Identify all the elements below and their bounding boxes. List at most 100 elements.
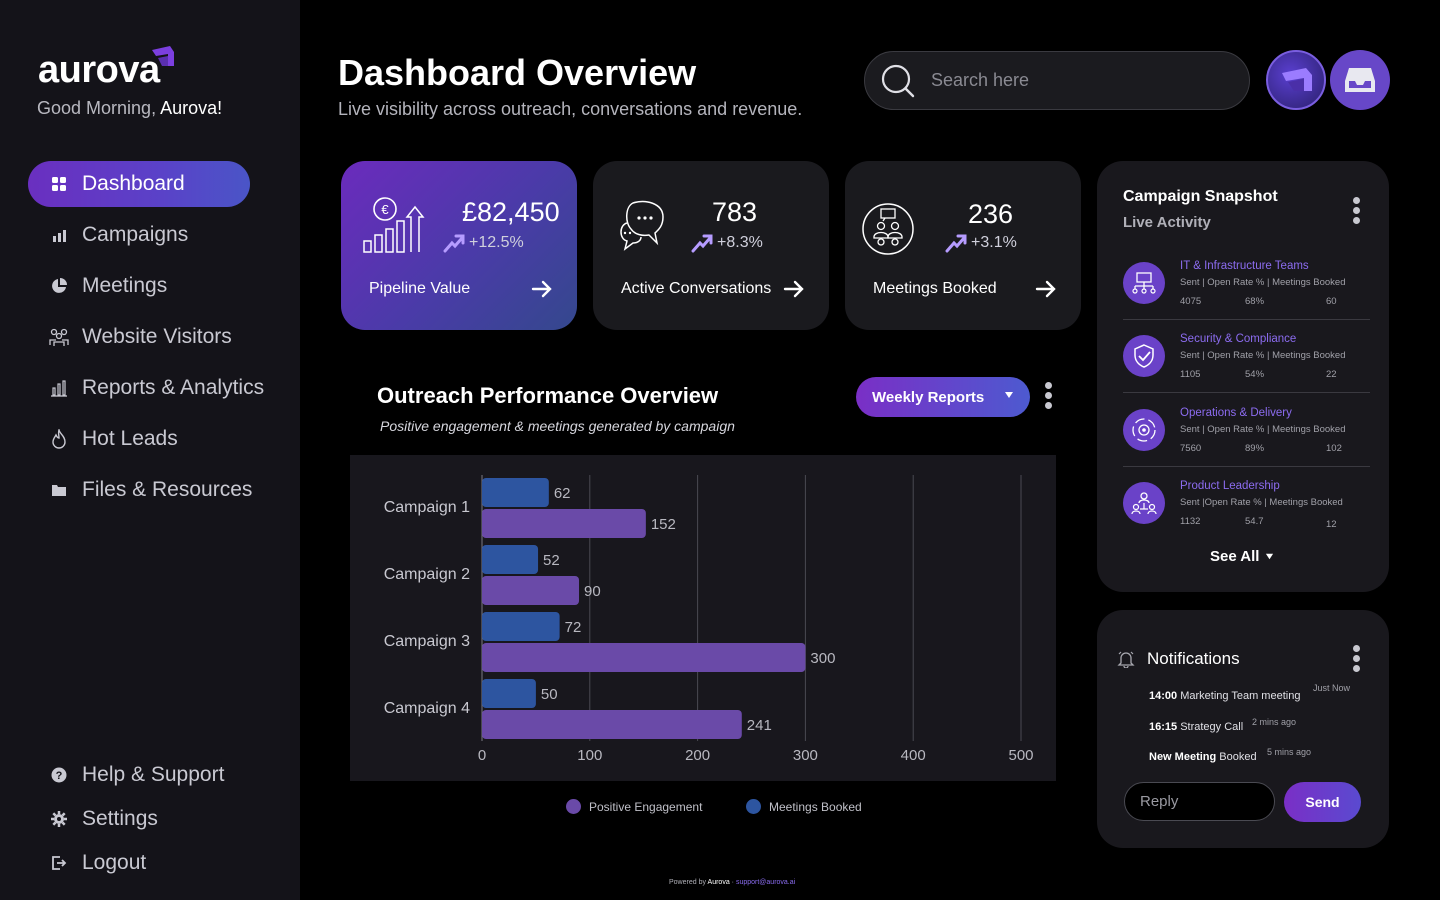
brand-button[interactable]	[1266, 50, 1326, 110]
nav-label: Settings	[82, 807, 158, 830]
search-bar[interactable]	[864, 51, 1250, 110]
kpi-change: +8.3%	[691, 233, 763, 253]
bar-value-label: 300	[810, 650, 835, 667]
see-all-button[interactable]: See All	[1210, 548, 1274, 565]
kpi-value: £82,450	[462, 197, 560, 227]
nav-item-help-support[interactable]: ? Help & Support	[28, 752, 286, 798]
kpi-change: +12.5%	[443, 233, 524, 253]
caret-down-icon	[1266, 553, 1274, 560]
snapshot-more-menu[interactable]	[1353, 197, 1360, 224]
support-email-link[interactable]: support@aurova.ai	[735, 879, 796, 886]
nav-item-meetings[interactable]: Meetings	[28, 263, 286, 309]
category-label: Campaign 3	[384, 633, 470, 650]
arrow-right-icon[interactable]	[531, 279, 553, 299]
nav-item-logout[interactable]: Logout	[28, 840, 286, 886]
bar-meetings-booked	[482, 478, 549, 507]
notification-item[interactable]: 16:15 Strategy Call	[1149, 721, 1244, 733]
bar-value-label: 62	[554, 485, 571, 502]
notification-time: Just Now	[1313, 683, 1351, 693]
chart-subtitle: Positive engagement & meetings generated…	[380, 418, 735, 434]
nav-label: Reports & Analytics	[82, 376, 265, 399]
nav-item-website-visitors[interactable]: Website Visitors	[28, 314, 286, 360]
x-tick-label: 300	[793, 747, 818, 764]
nav-item-files-resources[interactable]: Files & Resources	[28, 467, 286, 513]
snapshot-item-meta: Sent | Open Rate % | Meetings Booked	[1180, 277, 1346, 288]
snapshot-item[interactable]: Product Leadership Sent |Open Rate % | M…	[1123, 474, 1370, 540]
snapshot-item-meetings: 102	[1326, 443, 1342, 454]
leadership-icon	[1123, 482, 1165, 524]
greeting-name: Aurova!	[160, 98, 223, 118]
bar-value-label: 90	[584, 583, 601, 600]
logo[interactable]: aurova	[38, 49, 160, 91]
greeting: Good Morning, Aurova!	[37, 98, 223, 118]
network-icon	[1123, 262, 1165, 304]
search-input[interactable]	[931, 70, 1211, 91]
page-subtitle: Live visibility across outreach, convers…	[338, 99, 803, 119]
nav-label: Help & Support	[82, 763, 225, 786]
send-button[interactable]: Send	[1284, 782, 1361, 822]
kpi-card-active-conversations[interactable]: 783 +8.3% Active Conversations	[593, 161, 829, 330]
bottom-nav: ? Help & Support Settings Logout	[28, 752, 288, 884]
snapshot-item-name: Security & Compliance	[1180, 333, 1297, 345]
nav-item-hot-leads[interactable]: Hot Leads	[28, 416, 286, 462]
snapshot-item-meta: Sent | Open Rate % | Meetings Booked	[1180, 350, 1346, 361]
x-tick-label: 400	[901, 747, 926, 764]
bar-positive-engagement	[482, 643, 806, 672]
kpi-label: Meetings Booked	[873, 280, 997, 297]
notification-time: 5 mins ago	[1267, 747, 1312, 757]
arrow-right-icon[interactable]	[1035, 279, 1057, 299]
logo-mark-icon	[152, 46, 174, 66]
snapshot-item-sent: 1105	[1180, 369, 1201, 380]
kpi-card-meetings-booked[interactable]: 236 +3.1% Meetings Booked	[845, 161, 1081, 330]
snapshot-item-meetings: 60	[1326, 296, 1337, 307]
legend-item-positive-engagement: Positive Engagement	[566, 799, 702, 814]
nav-label: Logout	[82, 851, 147, 874]
footer: Powered by Aurova · support@aurova.ai	[669, 879, 796, 886]
inbox-icon	[1345, 68, 1375, 92]
bar-value-label: 241	[747, 717, 772, 734]
campaign-snapshot-card: Campaign Snapshot Live Activity IT & Inf…	[1097, 161, 1389, 592]
nav-item-dashboard[interactable]: Dashboard	[28, 161, 250, 207]
grid-icon	[48, 173, 70, 195]
nav-label: Campaigns	[82, 223, 189, 246]
snapshot-title: Campaign Snapshot	[1123, 188, 1278, 205]
chart-more-menu[interactable]	[1045, 382, 1052, 409]
operations-cycle-icon	[1123, 409, 1165, 451]
snapshot-item-sent: 4075	[1180, 296, 1202, 307]
sidebar: aurova Good Morning, Aurova! Dashboard C…	[0, 0, 300, 900]
snapshot-item-meetings: 22	[1326, 369, 1337, 380]
bell-icon	[1117, 651, 1135, 668]
brand-logo-icon	[1282, 68, 1312, 91]
legend-dot	[566, 799, 581, 814]
snapshot-item[interactable]: Security & Compliance Sent | Open Rate %…	[1123, 327, 1370, 393]
nav-item-settings[interactable]: Settings	[28, 796, 286, 842]
nav-item-campaigns[interactable]: Campaigns	[28, 212, 286, 258]
reply-input[interactable]	[1140, 793, 1260, 810]
trend-up-icon	[945, 234, 967, 253]
inbox-button[interactable]	[1330, 50, 1390, 110]
notifications-card: Notifications 14:00 Marketing Team meeti…	[1097, 610, 1389, 848]
search-icon	[881, 64, 915, 97]
kpi-card-pipeline-value[interactable]: € £82,450 +12.5% Pipeline Value	[341, 161, 577, 330]
weekly-reports-dropdown[interactable]: Weekly Reports	[856, 377, 1030, 417]
nav-item-reports-analytics[interactable]: Reports & Analytics	[28, 365, 286, 411]
notification-item[interactable]: New Meeting Booked	[1149, 751, 1257, 763]
snapshot-subtitle: Live Activity	[1123, 214, 1211, 231]
notification-item[interactable]: 14:00 Marketing Team meeting	[1149, 690, 1301, 702]
reply-field[interactable]	[1124, 782, 1275, 821]
bar-positive-engagement	[482, 576, 580, 605]
legend-item-meetings-booked: Meetings Booked	[746, 799, 862, 814]
shield-check-icon	[1123, 335, 1165, 377]
snapshot-item-name: Operations & Delivery	[1180, 407, 1292, 419]
arrow-right-icon[interactable]	[783, 279, 805, 299]
snapshot-item[interactable]: IT & Infrastructure Teams Sent | Open Ra…	[1123, 254, 1370, 320]
caret-down-icon	[1005, 392, 1013, 398]
notifications-more-menu[interactable]	[1353, 645, 1360, 672]
bar-meetings-booked	[482, 612, 560, 641]
kpi-value: 236	[968, 199, 1014, 229]
snapshot-item-open-rate: 89%	[1245, 443, 1265, 454]
svg-text:€: €	[381, 202, 389, 217]
snapshot-item[interactable]: Operations & Delivery Sent | Open Rate %…	[1123, 401, 1370, 467]
footer-brand: Aurova	[707, 879, 730, 886]
kpi-value: 783	[712, 197, 758, 227]
